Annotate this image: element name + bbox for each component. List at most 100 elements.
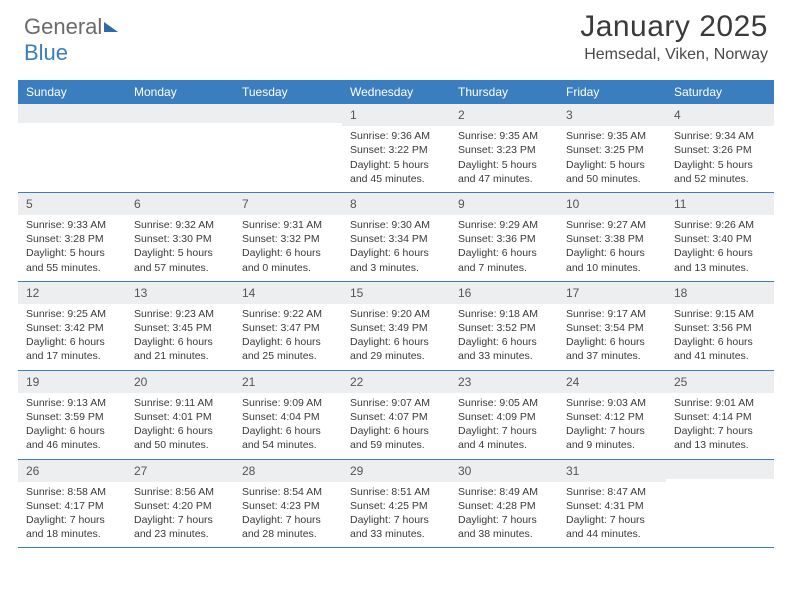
day-body: Sunrise: 9:11 AMSunset: 4:01 PMDaylight:…	[126, 393, 234, 459]
sunset-line: Sunset: 3:26 PM	[674, 143, 766, 157]
day-number: 27	[126, 460, 234, 482]
sunset-line: Sunset: 3:52 PM	[458, 321, 550, 335]
daylight-line: Daylight: 7 hours and 28 minutes.	[242, 513, 334, 541]
day-number: 11	[666, 193, 774, 215]
title-block: January 2025 Hemsedal, Viken, Norway	[580, 10, 768, 64]
day-cell: 4Sunrise: 9:34 AMSunset: 3:26 PMDaylight…	[666, 104, 774, 192]
daylight-line: Daylight: 5 hours and 57 minutes.	[134, 246, 226, 274]
day-cell: 8Sunrise: 9:30 AMSunset: 3:34 PMDaylight…	[342, 193, 450, 281]
daylight-line: Daylight: 7 hours and 23 minutes.	[134, 513, 226, 541]
day-cell: 13Sunrise: 9:23 AMSunset: 3:45 PMDayligh…	[126, 282, 234, 370]
daylight-line: Daylight: 6 hours and 7 minutes.	[458, 246, 550, 274]
day-cell: 20Sunrise: 9:11 AMSunset: 4:01 PMDayligh…	[126, 371, 234, 459]
day-body: Sunrise: 9:25 AMSunset: 3:42 PMDaylight:…	[18, 304, 126, 370]
day-body	[18, 123, 126, 185]
day-cell: 18Sunrise: 9:15 AMSunset: 3:56 PMDayligh…	[666, 282, 774, 370]
sunset-line: Sunset: 4:07 PM	[350, 410, 442, 424]
daylight-line: Daylight: 5 hours and 47 minutes.	[458, 158, 550, 186]
sunset-line: Sunset: 4:09 PM	[458, 410, 550, 424]
daylight-line: Daylight: 7 hours and 18 minutes.	[26, 513, 118, 541]
dow-label: Thursday	[450, 80, 558, 104]
day-cell: 3Sunrise: 9:35 AMSunset: 3:25 PMDaylight…	[558, 104, 666, 192]
day-number: 20	[126, 371, 234, 393]
sunset-line: Sunset: 3:42 PM	[26, 321, 118, 335]
sunset-line: Sunset: 3:54 PM	[566, 321, 658, 335]
day-cell: 12Sunrise: 9:25 AMSunset: 3:42 PMDayligh…	[18, 282, 126, 370]
daylight-line: Daylight: 6 hours and 0 minutes.	[242, 246, 334, 274]
day-number: 22	[342, 371, 450, 393]
day-cell: 25Sunrise: 9:01 AMSunset: 4:14 PMDayligh…	[666, 371, 774, 459]
day-cell: 2Sunrise: 9:35 AMSunset: 3:23 PMDaylight…	[450, 104, 558, 192]
daylight-line: Daylight: 7 hours and 33 minutes.	[350, 513, 442, 541]
day-body: Sunrise: 9:09 AMSunset: 4:04 PMDaylight:…	[234, 393, 342, 459]
day-body: Sunrise: 8:51 AMSunset: 4:25 PMDaylight:…	[342, 482, 450, 548]
day-number	[18, 104, 126, 123]
sunrise-line: Sunrise: 9:32 AM	[134, 218, 226, 232]
week-row: 19Sunrise: 9:13 AMSunset: 3:59 PMDayligh…	[18, 371, 774, 460]
day-body: Sunrise: 9:17 AMSunset: 3:54 PMDaylight:…	[558, 304, 666, 370]
sunrise-line: Sunrise: 9:18 AM	[458, 307, 550, 321]
day-cell: 14Sunrise: 9:22 AMSunset: 3:47 PMDayligh…	[234, 282, 342, 370]
sunset-line: Sunset: 4:31 PM	[566, 499, 658, 513]
weeks-container: 1Sunrise: 9:36 AMSunset: 3:22 PMDaylight…	[18, 104, 774, 548]
day-number: 21	[234, 371, 342, 393]
day-cell: 1Sunrise: 9:36 AMSunset: 3:22 PMDaylight…	[342, 104, 450, 192]
day-number: 25	[666, 371, 774, 393]
day-number: 8	[342, 193, 450, 215]
day-number: 31	[558, 460, 666, 482]
daylight-line: Daylight: 6 hours and 21 minutes.	[134, 335, 226, 363]
sunrise-line: Sunrise: 9:05 AM	[458, 396, 550, 410]
day-number: 1	[342, 104, 450, 126]
day-number: 3	[558, 104, 666, 126]
sunrise-line: Sunrise: 8:47 AM	[566, 485, 658, 499]
sunrise-line: Sunrise: 9:01 AM	[674, 396, 766, 410]
day-number: 24	[558, 371, 666, 393]
daylight-line: Daylight: 7 hours and 38 minutes.	[458, 513, 550, 541]
header: General Blue January 2025 Hemsedal, Vike…	[0, 0, 792, 80]
day-number: 28	[234, 460, 342, 482]
sunrise-line: Sunrise: 9:31 AM	[242, 218, 334, 232]
day-cell: 5Sunrise: 9:33 AMSunset: 3:28 PMDaylight…	[18, 193, 126, 281]
day-cell: 26Sunrise: 8:58 AMSunset: 4:17 PMDayligh…	[18, 460, 126, 548]
daylight-line: Daylight: 6 hours and 33 minutes.	[458, 335, 550, 363]
day-cell: 7Sunrise: 9:31 AMSunset: 3:32 PMDaylight…	[234, 193, 342, 281]
day-body: Sunrise: 9:18 AMSunset: 3:52 PMDaylight:…	[450, 304, 558, 370]
day-cell: 15Sunrise: 9:20 AMSunset: 3:49 PMDayligh…	[342, 282, 450, 370]
daylight-line: Daylight: 6 hours and 10 minutes.	[566, 246, 658, 274]
sunrise-line: Sunrise: 9:29 AM	[458, 218, 550, 232]
sunrise-line: Sunrise: 9:11 AM	[134, 396, 226, 410]
day-number: 7	[234, 193, 342, 215]
daylight-line: Daylight: 5 hours and 45 minutes.	[350, 158, 442, 186]
day-of-week-header: SundayMondayTuesdayWednesdayThursdayFrid…	[18, 80, 774, 104]
day-cell: 11Sunrise: 9:26 AMSunset: 3:40 PMDayligh…	[666, 193, 774, 281]
day-cell: 16Sunrise: 9:18 AMSunset: 3:52 PMDayligh…	[450, 282, 558, 370]
sunrise-line: Sunrise: 8:56 AM	[134, 485, 226, 499]
daylight-line: Daylight: 6 hours and 37 minutes.	[566, 335, 658, 363]
sunrise-line: Sunrise: 9:09 AM	[242, 396, 334, 410]
week-row: 1Sunrise: 9:36 AMSunset: 3:22 PMDaylight…	[18, 104, 774, 193]
sunrise-line: Sunrise: 9:30 AM	[350, 218, 442, 232]
sunrise-line: Sunrise: 8:54 AM	[242, 485, 334, 499]
day-cell: 17Sunrise: 9:17 AMSunset: 3:54 PMDayligh…	[558, 282, 666, 370]
day-cell: 31Sunrise: 8:47 AMSunset: 4:31 PMDayligh…	[558, 460, 666, 548]
sunrise-line: Sunrise: 9:34 AM	[674, 129, 766, 143]
sunset-line: Sunset: 3:40 PM	[674, 232, 766, 246]
sunrise-line: Sunrise: 8:49 AM	[458, 485, 550, 499]
day-body: Sunrise: 9:30 AMSunset: 3:34 PMDaylight:…	[342, 215, 450, 281]
sunset-line: Sunset: 4:01 PM	[134, 410, 226, 424]
sunset-line: Sunset: 3:59 PM	[26, 410, 118, 424]
daylight-line: Daylight: 6 hours and 41 minutes.	[674, 335, 766, 363]
day-body: Sunrise: 9:23 AMSunset: 3:45 PMDaylight:…	[126, 304, 234, 370]
logo-triangle-icon	[104, 22, 118, 32]
week-row: 5Sunrise: 9:33 AMSunset: 3:28 PMDaylight…	[18, 193, 774, 282]
sunset-line: Sunset: 4:04 PM	[242, 410, 334, 424]
week-row: 12Sunrise: 9:25 AMSunset: 3:42 PMDayligh…	[18, 282, 774, 371]
day-cell: 24Sunrise: 9:03 AMSunset: 4:12 PMDayligh…	[558, 371, 666, 459]
sunset-line: Sunset: 4:20 PM	[134, 499, 226, 513]
day-body: Sunrise: 8:56 AMSunset: 4:20 PMDaylight:…	[126, 482, 234, 548]
dow-label: Friday	[558, 80, 666, 104]
day-body: Sunrise: 8:49 AMSunset: 4:28 PMDaylight:…	[450, 482, 558, 548]
sunset-line: Sunset: 3:38 PM	[566, 232, 658, 246]
sunrise-line: Sunrise: 9:22 AM	[242, 307, 334, 321]
sunset-line: Sunset: 3:23 PM	[458, 143, 550, 157]
